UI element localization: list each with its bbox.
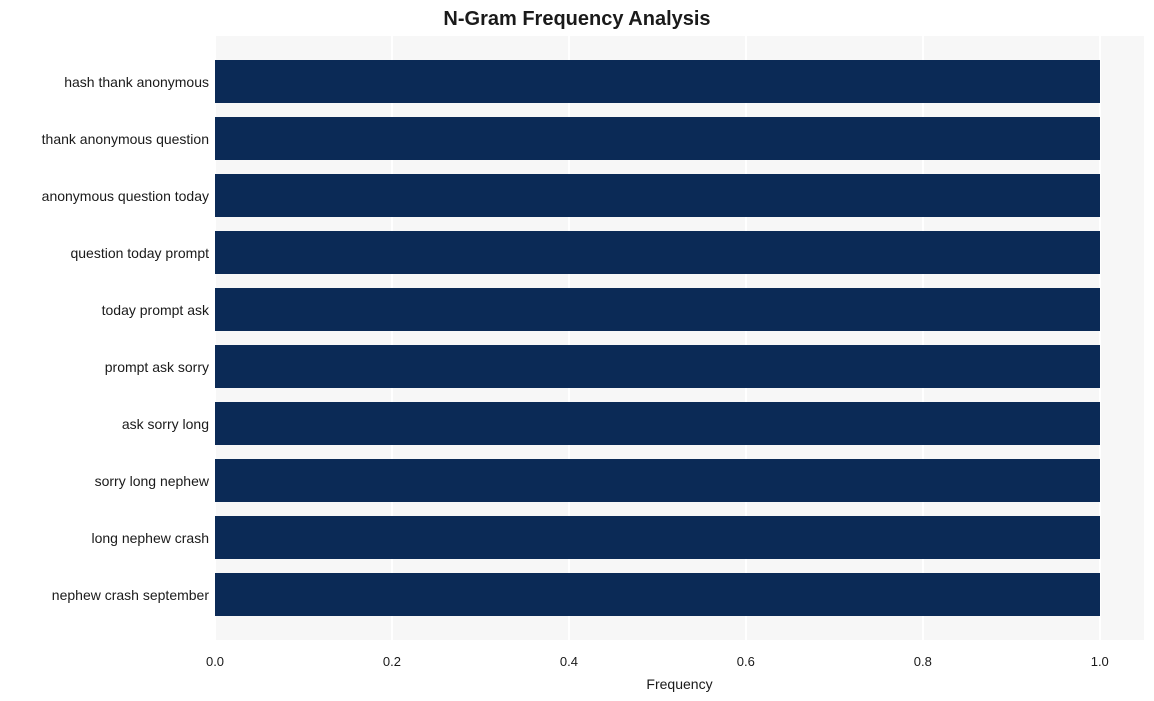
- y-tick-label: ask sorry long: [122, 416, 209, 432]
- bar: [215, 60, 1100, 103]
- x-tick-label: 0.8: [914, 654, 932, 669]
- y-tick-label: hash thank anonymous: [64, 74, 209, 90]
- x-tick-label: 0.6: [737, 654, 755, 669]
- x-tick-label: 0.2: [383, 654, 401, 669]
- bar: [215, 459, 1100, 502]
- bar: [215, 516, 1100, 559]
- bar: [215, 117, 1100, 160]
- y-tick-label: thank anonymous question: [42, 131, 209, 147]
- bar: [215, 573, 1100, 616]
- x-tick-label: 0.0: [206, 654, 224, 669]
- x-tick-label: 1.0: [1091, 654, 1109, 669]
- y-tick-label: sorry long nephew: [95, 473, 209, 489]
- y-tick-label: question today prompt: [70, 245, 209, 261]
- y-tick-label: today prompt ask: [102, 302, 209, 318]
- y-tick-label: prompt ask sorry: [105, 359, 209, 375]
- y-tick-label: anonymous question today: [42, 188, 209, 204]
- y-tick-label: long nephew crash: [91, 530, 209, 546]
- bar: [215, 288, 1100, 331]
- bar: [215, 231, 1100, 274]
- bar: [215, 345, 1100, 388]
- bar: [215, 402, 1100, 445]
- bar: [215, 174, 1100, 217]
- x-tick-label: 0.4: [560, 654, 578, 669]
- chart-container: N-Gram Frequency Analysis hash thank ano…: [0, 0, 1154, 701]
- chart-title: N-Gram Frequency Analysis: [0, 8, 1154, 31]
- x-axis-label: Frequency: [646, 676, 712, 692]
- y-tick-label: nephew crash september: [52, 587, 209, 603]
